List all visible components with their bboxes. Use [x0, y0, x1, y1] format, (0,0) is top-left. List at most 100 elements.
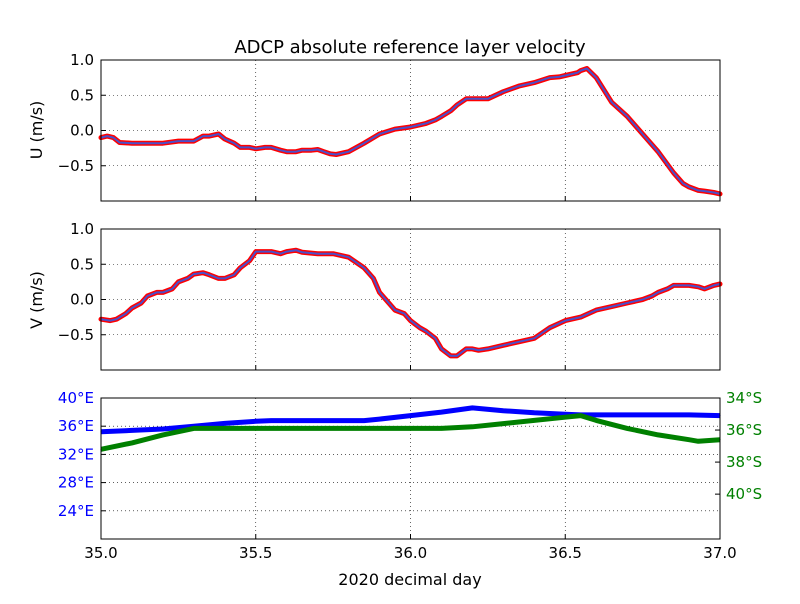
v-y-tick-label: 0.5 — [70, 255, 94, 273]
longitude-data-point — [409, 415, 412, 417]
v-data-point — [409, 320, 412, 322]
v-data-point — [549, 327, 551, 329]
v-data-point — [688, 284, 690, 286]
v-data-point — [518, 341, 520, 343]
u-data-point — [348, 151, 350, 153]
u-data-point — [611, 101, 613, 103]
u-data-point — [233, 142, 235, 144]
latitude-data-point — [440, 427, 443, 430]
v-data-point — [317, 253, 319, 255]
v-data-point — [109, 320, 111, 322]
latitude-data-point — [193, 427, 195, 430]
v-data-point — [564, 320, 566, 322]
x-tick-label: 36.5 — [549, 544, 582, 562]
longitude-data-point — [626, 414, 628, 416]
latitude-data-point — [580, 415, 582, 417]
latitude-tick-label: 40°S — [726, 485, 762, 503]
longitude-data-point — [564, 413, 566, 415]
latitude-line — [100, 413, 721, 452]
latitude-data-point — [688, 439, 690, 441]
u-data-point — [697, 189, 699, 192]
v-data-point — [255, 250, 257, 253]
v-data-point — [713, 284, 715, 286]
u-data-point — [394, 128, 396, 130]
latitude-data-point — [255, 427, 257, 430]
latitude-data-point — [317, 427, 319, 430]
u-data-point — [586, 67, 588, 70]
longitude-data-point — [502, 410, 504, 412]
x-axis-label: 2020 decimal day — [338, 570, 481, 589]
x-tick-label: 35.0 — [84, 544, 117, 562]
latitude-data-point — [224, 427, 226, 430]
v-data-point — [224, 277, 226, 279]
v-data-point — [440, 348, 443, 350]
v-data-point — [348, 256, 350, 258]
latitude-data-point — [162, 434, 164, 436]
latitude-data-point — [697, 440, 699, 442]
latitude-tick-label: 36°S — [726, 421, 762, 439]
x-ticks: 35.0 35.5 36.0 36.5 37.0 — [84, 534, 737, 562]
v-y-axis-label: V (m/s) — [27, 271, 46, 329]
v-data-point — [125, 313, 127, 315]
u-data-point — [564, 74, 566, 77]
v-data-point — [301, 251, 303, 253]
u-data-point — [440, 115, 443, 117]
v-data-point — [651, 295, 653, 297]
x-tick-label: 35.5 — [239, 544, 272, 562]
u-data-point — [177, 140, 179, 142]
u-data-point — [570, 73, 573, 75]
u-data-point — [682, 182, 684, 184]
longitude-data-point — [688, 414, 690, 416]
u-y-ticks: 1.0 0.5 0.0 −0.5 — [58, 51, 721, 201]
u-data-point — [595, 77, 597, 79]
v-data-point — [372, 277, 374, 279]
v-data-point — [450, 355, 452, 357]
u-data-point — [378, 133, 381, 135]
u-data-point — [657, 151, 659, 153]
v-data-point — [425, 330, 427, 332]
v-data-point — [177, 281, 179, 283]
latitude-data-point — [533, 419, 535, 422]
u-data-point — [301, 149, 303, 151]
u-data-point — [146, 142, 149, 144]
longitude-data-point — [363, 419, 365, 422]
u-data-point — [255, 148, 257, 150]
v-data-point — [248, 260, 251, 262]
u-data-point — [409, 126, 412, 128]
v-data-point — [419, 327, 421, 329]
u-data-point — [580, 69, 582, 72]
chart-title: ADCP absolute reference layer velocity — [234, 37, 586, 58]
v-data-point — [208, 274, 210, 276]
u-data-point — [329, 153, 331, 155]
v-data-point — [394, 309, 396, 311]
v-grid — [101, 229, 720, 370]
u-data-point — [279, 149, 282, 151]
v-data-point — [580, 316, 582, 318]
v-data-point — [378, 291, 381, 294]
position-series — [100, 405, 721, 452]
v-data-point — [131, 307, 133, 309]
u-data-point — [264, 146, 266, 149]
u-data-point — [577, 72, 579, 74]
longitude-data-point — [471, 407, 473, 409]
u-data-point — [248, 146, 251, 149]
latitude-data-point — [348, 427, 350, 430]
v-data-point — [465, 348, 467, 350]
longitude-data-point — [595, 414, 597, 416]
longitude-data-point — [378, 418, 381, 420]
v-data-point — [264, 250, 266, 253]
latitude-data-point — [378, 427, 381, 430]
u-y-tick-label: 0.5 — [70, 86, 94, 104]
v-data-point — [218, 277, 220, 279]
u-data-point — [193, 140, 195, 142]
v-data-point — [332, 253, 334, 255]
latitude-data-point — [626, 427, 628, 430]
latitude-data-point — [409, 427, 412, 430]
v-data-point — [595, 309, 597, 311]
x-tick-label: 36.0 — [394, 544, 427, 562]
v-data-point — [697, 286, 699, 288]
u-data-point — [688, 186, 690, 188]
position-panel: 40°E 36°E 32°E 28°E 24°E 34°S 36°S 38°S 40°S 35… — [58, 389, 762, 589]
v-y-tick-label: 1.0 — [70, 220, 94, 238]
